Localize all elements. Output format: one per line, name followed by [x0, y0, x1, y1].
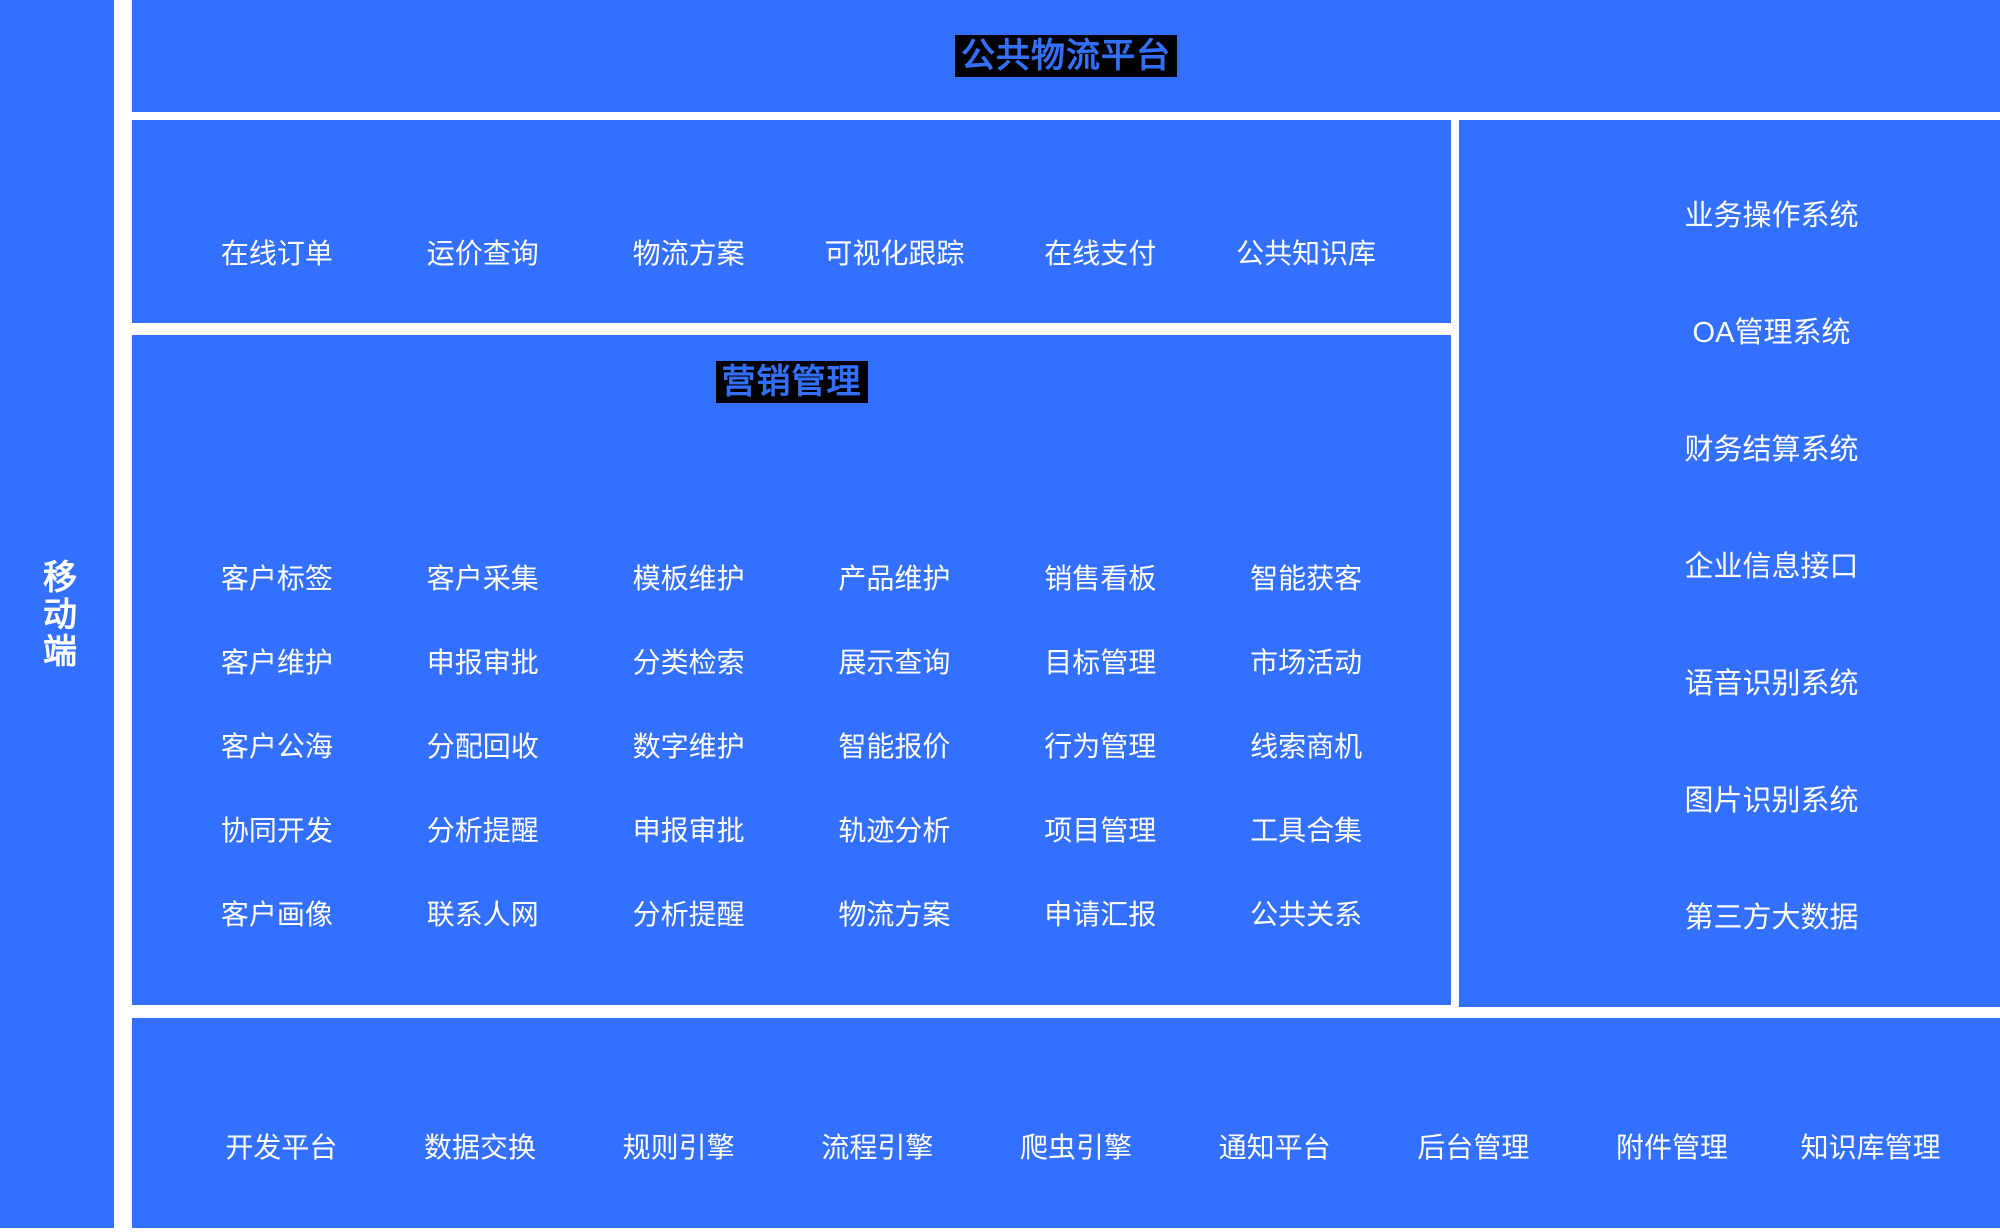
service-item: 物流方案: [632, 237, 745, 269]
marketing-item: 销售看板: [1044, 563, 1157, 594]
marketing-item: 目标管理: [1044, 647, 1157, 678]
top-banner-panel: 公共物流平台: [132, 0, 2000, 112]
platform-item: 规则引擎: [622, 1132, 735, 1163]
system-item: OA管理系统: [1692, 316, 1851, 349]
marketing-item: 客户采集: [426, 563, 539, 594]
marketing-panel: 营销管理 客户标签 客户采集 模板维护 产品维护 销售看板 智能获客 客户维护 …: [132, 335, 1451, 1005]
service-item: 在线支付: [1044, 237, 1157, 269]
system-item: 图片识别系统: [1684, 784, 1859, 817]
marketing-title-row: 营销管理: [132, 361, 1451, 403]
mobile-panel-label: 移动端: [37, 558, 76, 670]
service-item: 在线订单: [220, 237, 333, 269]
marketing-item: 行为管理: [1044, 731, 1157, 762]
platform-item: 后台管理: [1417, 1132, 1530, 1163]
public-services-panel: 在线订单 运价查询 物流方案 可视化跟踪 在线支付 公共知识库: [132, 120, 1451, 323]
marketing-item: 分配回收: [426, 731, 539, 762]
marketing-item: 公共关系: [1250, 899, 1363, 930]
marketing-item: 申报审批: [632, 815, 745, 846]
marketing-item: 产品维护: [838, 563, 951, 594]
marketing-item: 数字维护: [632, 731, 745, 762]
marketing-item: 项目管理: [1044, 815, 1157, 846]
marketing-item: 模板维护: [632, 563, 745, 594]
platform-item: 开发平台: [225, 1132, 338, 1163]
marketing-item: 市场活动: [1250, 647, 1363, 678]
marketing-item: 分析提醒: [426, 815, 539, 846]
mobile-side-panel: 移动端: [0, 0, 114, 1228]
marketing-item: 客户画像: [220, 899, 333, 930]
marketing-item: 轨迹分析: [838, 815, 951, 846]
marketing-item: 分类检索: [632, 647, 745, 678]
top-banner-title: 公共物流平台: [955, 35, 1177, 77]
marketing-item: 申请汇报: [1044, 899, 1157, 930]
marketing-item: 协同开发: [220, 815, 333, 846]
marketing-item: 展示查询: [838, 647, 951, 678]
platform-item: 流程引擎: [821, 1132, 934, 1163]
platform-item: 爬虫引擎: [1019, 1132, 1132, 1163]
platform-item: 数据交换: [423, 1132, 536, 1163]
marketing-item: 申报审批: [426, 647, 539, 678]
marketing-item: 客户标签: [220, 563, 333, 594]
marketing-item: 客户公海: [220, 731, 333, 762]
system-item: 第三方大数据: [1684, 901, 1859, 934]
marketing-item: 智能获客: [1250, 563, 1363, 594]
marketing-item: 客户维护: [220, 647, 333, 678]
marketing-item: 线索商机: [1250, 731, 1363, 762]
marketing-title: 营销管理: [715, 361, 868, 403]
marketing-item: 工具合集: [1250, 815, 1363, 846]
platform-item: 附件管理: [1615, 1132, 1728, 1163]
marketing-item: 智能报价: [838, 731, 951, 762]
platform-item: 知识库管理: [1800, 1132, 1941, 1163]
marketing-item: 分析提醒: [632, 899, 745, 930]
system-item: 语音识别系统: [1684, 667, 1859, 700]
platform-item: 通知平台: [1218, 1132, 1331, 1163]
platform-services-panel: 开发平台 数据交换 规则引擎 流程引擎 爬虫引擎 通知平台 后台管理 附件管理 …: [132, 1018, 2000, 1228]
system-item: 财务结算系统: [1684, 433, 1859, 466]
external-systems-panel: 业务操作系统 OA管理系统 财务结算系统 企业信息接口 语音识别系统 图片识别系…: [1459, 120, 2000, 1007]
service-item: 公共知识库: [1236, 237, 1377, 269]
marketing-item: 联系人网: [426, 899, 539, 930]
service-item: 可视化跟踪: [824, 237, 965, 269]
marketing-item: 物流方案: [838, 899, 951, 930]
system-item: 企业信息接口: [1684, 550, 1859, 583]
system-item: 业务操作系统: [1684, 199, 1859, 232]
marketing-grid: 客户标签 客户采集 模板维护 产品维护 销售看板 智能获客 客户维护 申报审批 …: [132, 535, 1451, 955]
service-item: 运价查询: [426, 237, 539, 269]
